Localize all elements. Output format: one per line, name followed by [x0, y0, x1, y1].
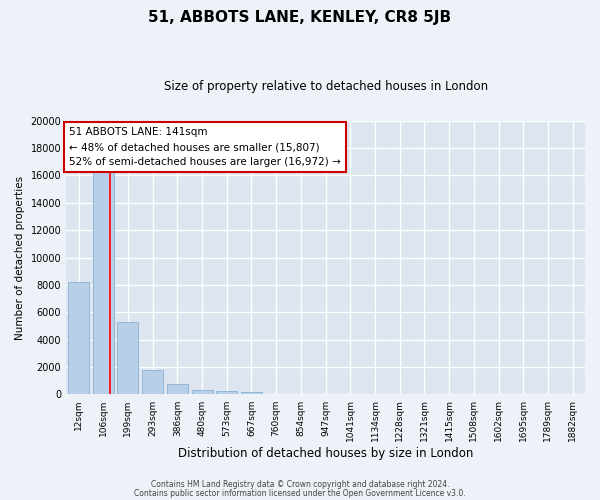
Bar — [191, 390, 212, 394]
Title: Size of property relative to detached houses in London: Size of property relative to detached ho… — [164, 80, 488, 93]
Bar — [241, 392, 262, 394]
X-axis label: Distribution of detached houses by size in London: Distribution of detached houses by size … — [178, 447, 473, 460]
Text: Contains HM Land Registry data © Crown copyright and database right 2024.: Contains HM Land Registry data © Crown c… — [151, 480, 449, 489]
Y-axis label: Number of detached properties: Number of detached properties — [15, 176, 25, 340]
Text: 51, ABBOTS LANE, KENLEY, CR8 5JB: 51, ABBOTS LANE, KENLEY, CR8 5JB — [148, 10, 452, 25]
Bar — [93, 167, 114, 394]
Bar — [68, 282, 89, 395]
Bar — [118, 322, 139, 394]
Bar — [216, 391, 237, 394]
Bar — [167, 384, 188, 394]
Bar — [142, 370, 163, 394]
Text: 51 ABBOTS LANE: 141sqm
← 48% of detached houses are smaller (15,807)
52% of semi: 51 ABBOTS LANE: 141sqm ← 48% of detached… — [69, 128, 341, 167]
Text: Contains public sector information licensed under the Open Government Licence v3: Contains public sector information licen… — [134, 488, 466, 498]
